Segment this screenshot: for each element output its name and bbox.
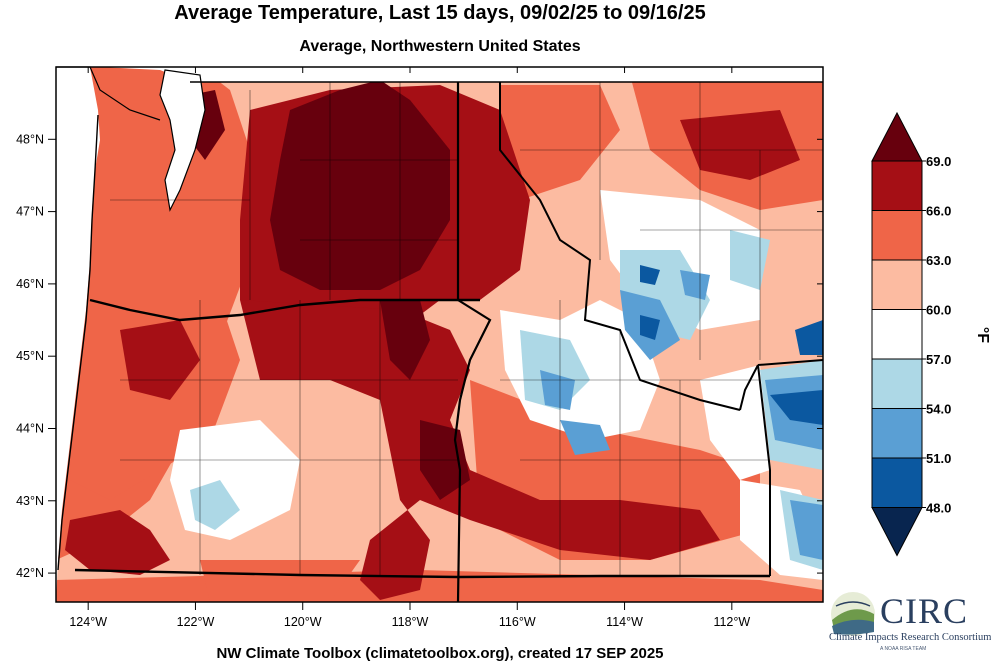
y-tick-label: 44°N	[16, 421, 44, 435]
map-subtitle: Average, Northwestern United States	[299, 38, 581, 55]
x-tick-label: 118°W	[392, 615, 429, 629]
y-tick-label: 43°N	[16, 494, 44, 508]
x-tick-label: 116°W	[499, 615, 536, 629]
colorbar-label: 57.0	[926, 352, 951, 367]
x-tick-label: 114°W	[606, 615, 643, 629]
colorbar-label: 69.0	[926, 154, 951, 169]
y-tick-label: 47°N	[16, 205, 44, 219]
colorbar-bin	[871, 309, 923, 360]
colorbar-label: 54.0	[926, 402, 951, 417]
x-tick-label: 124°W	[69, 615, 107, 629]
map-title: Average Temperature, Last 15 days, 09/02…	[174, 2, 706, 24]
circ-logo-fullname: Climate Impacts Research Consortium	[829, 632, 991, 643]
colorbar-label: 51.0	[926, 451, 951, 466]
state-boundaries	[56, 66, 824, 603]
map-frame	[55, 66, 824, 603]
colorbar-bin	[871, 210, 923, 261]
y-tick-label: 46°N	[16, 277, 44, 291]
axis-ticks: 124°W 122°W 120°W 118°W 116°W 114°W 112°W 48°N 4…	[16, 67, 823, 629]
credit-line: NW Climate Toolbox (climatetoolbox.org),…	[216, 645, 664, 662]
temperature-field	[56, 67, 823, 602]
colorbar-label: 63.0	[926, 253, 951, 268]
colorbar-bin	[871, 358, 923, 409]
x-tick-label: 112°W	[713, 615, 750, 629]
x-tick-label: 122°W	[177, 615, 215, 629]
county-boundaries	[110, 82, 823, 576]
colorbar-label: 60.0	[926, 303, 951, 318]
y-tick-label: 48°N	[16, 132, 44, 146]
colorbar-label: 66.0	[926, 204, 951, 219]
colorbar: 69.0 66.0 63.0 60.0 57.0 54.0 51.0 48.0 °F	[871, 111, 991, 557]
colorbar-units: °F	[974, 327, 991, 343]
y-tick-label: 42°N	[16, 566, 44, 580]
circ-logo-wordmark: CIRC	[880, 591, 969, 631]
colorbar-label: 48.0	[926, 501, 951, 516]
colorbar-bin	[871, 259, 923, 310]
y-tick-label: 45°N	[16, 349, 44, 363]
colorbar-bin	[871, 408, 923, 459]
circ-logo-tagline: A NOAA RISA TEAM	[880, 646, 927, 652]
colorbar-bin	[871, 457, 923, 508]
circ-logo	[831, 592, 875, 636]
x-tick-label: 120°W	[284, 615, 322, 629]
circ-logo-graphic	[831, 592, 875, 636]
colorbar-top-triangle	[871, 111, 923, 162]
colorbar-bin	[871, 160, 923, 211]
colorbar-bottom-triangle	[871, 507, 923, 557]
